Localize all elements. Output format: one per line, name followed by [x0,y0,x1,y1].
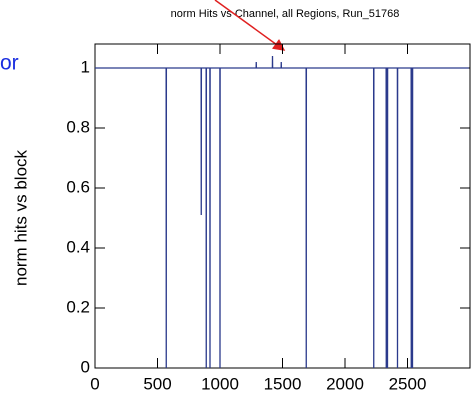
y-tick-label: 0.8 [66,117,90,136]
data-line [95,55,469,369]
y-tick-label: 0.2 [66,297,90,316]
x-tick-label: 1500 [264,374,302,393]
y-tick-label: 0.4 [66,237,90,256]
x-tick-label: 1000 [201,374,239,393]
chart-title: norm Hits vs Channel, all Regions, Run_5… [171,8,400,20]
y-tick-label: 0 [81,357,90,376]
x-tick-label: 0 [90,374,99,393]
x-tick-label: 2000 [326,374,364,393]
x-tick-label: 500 [143,374,171,393]
side-text: or [0,52,19,75]
y-axis-label: norm hits vs block [11,149,30,286]
plot-frame [94,43,471,369]
y-tick-label: 0.6 [66,177,90,196]
y-tick-label: 1 [81,57,90,76]
x-tick-label: 2500 [389,374,427,393]
arrow [214,0,286,51]
